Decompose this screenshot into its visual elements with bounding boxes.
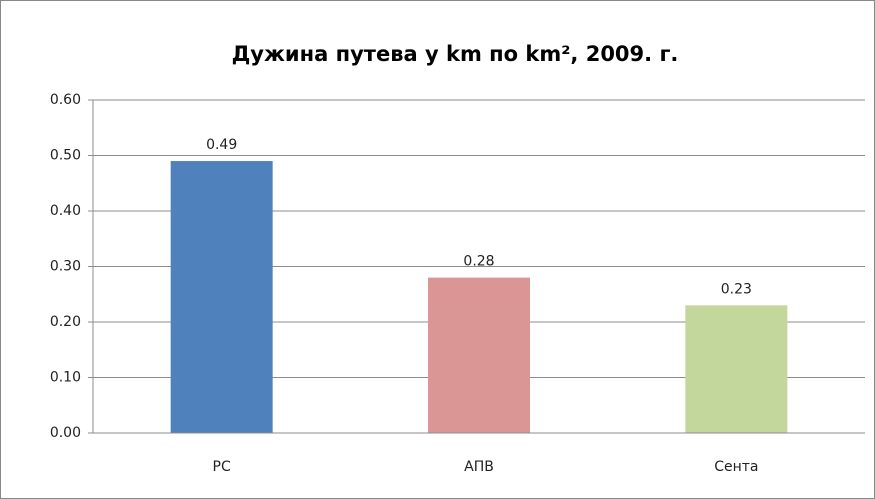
y-tick-label: 0.30 bbox=[50, 259, 81, 275]
y-tick-label: 0.10 bbox=[50, 370, 81, 386]
x-tick-label: РС bbox=[213, 459, 231, 475]
y-tick-label: 0.50 bbox=[50, 148, 81, 164]
data-label: 0.23 bbox=[721, 281, 752, 297]
x-tick-label: Сента bbox=[714, 459, 758, 475]
y-tick-label: 0.40 bbox=[50, 203, 81, 219]
bar bbox=[428, 277, 530, 433]
chart-title: Дужина путева у km по km², 2009. г. bbox=[232, 42, 679, 66]
data-label: 0.49 bbox=[206, 137, 237, 153]
x-tick-label: АПВ bbox=[464, 459, 494, 475]
bar bbox=[685, 305, 788, 433]
bar bbox=[170, 161, 273, 434]
data-label: 0.28 bbox=[463, 254, 494, 270]
y-tick-label: 0.60 bbox=[50, 92, 81, 108]
y-tick-label: 0.00 bbox=[50, 425, 81, 441]
y-tick-label: 0.20 bbox=[50, 314, 81, 330]
